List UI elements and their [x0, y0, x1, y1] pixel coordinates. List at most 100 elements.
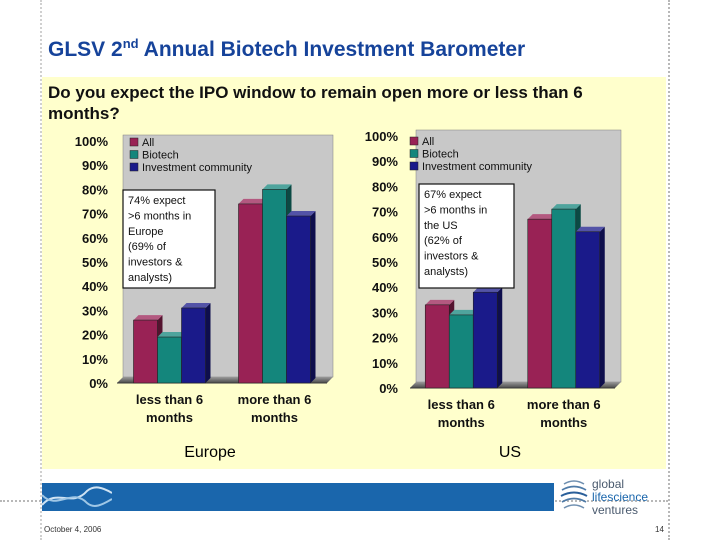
- y-tick-label: 30%: [372, 305, 398, 320]
- legend-swatch: [409, 161, 419, 171]
- legend-label: All: [422, 136, 434, 148]
- annotation-line: analysts): [128, 272, 172, 284]
- bar-side: [310, 211, 316, 383]
- category-label-line: months: [540, 415, 587, 430]
- category-label-line: months: [251, 410, 298, 425]
- y-tick-label: 70%: [372, 205, 398, 220]
- bar-top: [286, 211, 316, 217]
- legend-swatch: [409, 136, 419, 146]
- survey-question: Do you expect the IPO window to remain o…: [48, 83, 583, 123]
- page-number: 14: [655, 525, 664, 534]
- y-tick-label: 70%: [82, 207, 108, 222]
- annotation-line: 67% expect: [424, 189, 481, 201]
- y-tick-label: 50%: [372, 255, 398, 270]
- y-tick-label: 100%: [75, 134, 109, 149]
- legend-swatch: [129, 162, 139, 172]
- bar-investment-community: [181, 307, 206, 384]
- y-tick-label: 90%: [82, 158, 108, 173]
- y-tick-label: 100%: [365, 129, 399, 144]
- legend-label: Biotech: [422, 149, 459, 161]
- category-label-line: months: [146, 410, 193, 425]
- bar-top: [575, 226, 605, 232]
- bar-biotech: [551, 208, 577, 389]
- y-tick-label: 10%: [82, 352, 108, 367]
- bar-biotech: [262, 189, 287, 384]
- category-label-line: more than 6: [238, 392, 312, 407]
- bar-all: [527, 218, 553, 389]
- y-tick-label: 50%: [82, 255, 108, 270]
- legend-label: Biotech: [142, 150, 179, 162]
- bar-all: [238, 203, 263, 384]
- annotation-line: >6 months in: [128, 210, 191, 222]
- annotation-line: (62% of: [424, 235, 463, 247]
- chart-title: Europe: [184, 444, 236, 461]
- legend-swatch: [409, 149, 419, 158]
- logo-line-2: lifescience: [592, 490, 648, 504]
- bar-top: [238, 198, 268, 204]
- category-label-line: less than 6: [136, 392, 203, 407]
- bar-investment-community: [472, 291, 498, 389]
- chart-1: 0% 10% 20% 30% 40% 50% 60% 70% 80% 90% 100% less th…: [365, 129, 622, 461]
- annotation-line: analysts): [424, 266, 468, 278]
- y-tick-label: 90%: [372, 154, 398, 169]
- annotation-line: >6 months in: [424, 204, 487, 216]
- bar-investment-community: [575, 231, 601, 389]
- annotation-line: the US: [424, 220, 458, 232]
- slide-title-rest: Annual Biotech Investment Barometer: [138, 38, 526, 61]
- y-tick-label: 0%: [379, 381, 398, 396]
- guide-line-right: [668, 0, 670, 540]
- annotation-box: [122, 189, 216, 289]
- category-label-line: months: [438, 415, 485, 430]
- bar-investment-community: [286, 215, 311, 384]
- y-tick-label: 40%: [372, 280, 398, 295]
- y-tick-label: 30%: [82, 303, 108, 318]
- footer-date: October 4, 2006: [44, 525, 102, 534]
- legend-swatch: [129, 137, 139, 147]
- logo-line-1: global: [592, 477, 624, 491]
- bar-side: [497, 287, 503, 388]
- legend-swatch: [129, 150, 139, 159]
- chart-0: 0% 10% 20% 30% 40% 50% 60% 70% 80% 90% 100% less th…: [75, 134, 334, 461]
- bar-top: [133, 315, 163, 321]
- annotation-line: investors &: [128, 257, 183, 269]
- y-tick-label: 20%: [82, 328, 108, 343]
- annotation-line: Europe: [128, 226, 163, 238]
- y-tick-label: 60%: [82, 231, 108, 246]
- y-tick-label: 80%: [372, 179, 398, 194]
- annotation-line: 74% expect: [128, 195, 185, 207]
- y-tick-label: 0%: [89, 376, 108, 391]
- footer-bar: [42, 483, 554, 511]
- y-tick-label: 60%: [372, 230, 398, 245]
- bar-top: [527, 214, 557, 220]
- bar-top: [449, 309, 479, 315]
- legend-label: Investment community: [422, 161, 533, 173]
- slide-title-main: GLSV 2: [48, 38, 123, 61]
- dna-swoosh-icon: [42, 486, 112, 507]
- bar-biotech: [157, 336, 182, 384]
- legend-label: Investment community: [142, 162, 253, 174]
- annotation-box: [418, 183, 515, 289]
- company-logo: global lifescience ventures: [560, 477, 648, 517]
- slide-title: GLSV 2nd Annual Biotech Investment Barom…: [48, 36, 525, 62]
- globe-icon: [560, 480, 588, 509]
- bar-top: [181, 302, 211, 308]
- bar-top: [262, 184, 292, 190]
- logo-line-3: ventures: [592, 503, 638, 517]
- bar-side: [205, 302, 211, 383]
- annotation-line: investors &: [424, 251, 479, 263]
- bar-top: [551, 204, 581, 210]
- y-tick-label: 10%: [372, 356, 398, 371]
- guide-line-left: [40, 0, 42, 540]
- annotation-line: (69% of: [128, 241, 167, 253]
- category-label-line: more than 6: [527, 397, 601, 412]
- bar-top: [425, 299, 455, 305]
- bar-all: [424, 304, 450, 389]
- bar-side: [599, 226, 605, 388]
- y-tick-label: 20%: [372, 331, 398, 346]
- y-tick-label: 80%: [82, 182, 108, 197]
- y-tick-label: 40%: [82, 279, 108, 294]
- bar-biotech: [448, 314, 474, 389]
- legend-label: All: [142, 137, 154, 149]
- bar-top: [157, 332, 187, 338]
- chart-title: US: [499, 444, 521, 461]
